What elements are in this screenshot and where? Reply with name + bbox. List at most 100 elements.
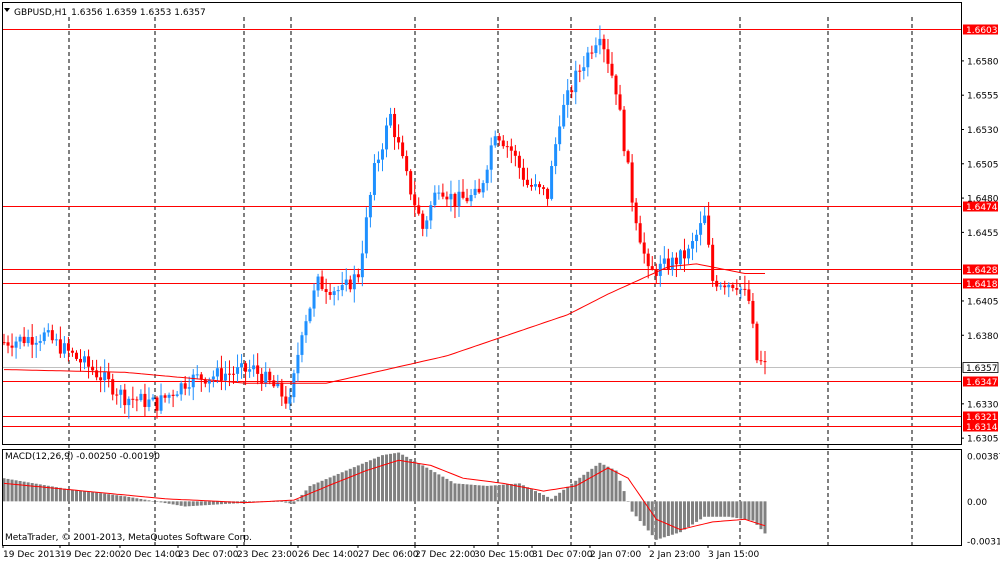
candle-21[interactable] xyxy=(87,349,91,379)
candle-104[interactable] xyxy=(421,210,425,237)
candle-99[interactable] xyxy=(401,135,405,159)
candle-158[interactable] xyxy=(638,215,642,245)
candle-102[interactable] xyxy=(413,180,417,217)
candle-41[interactable] xyxy=(167,392,171,404)
candle-164[interactable] xyxy=(662,246,666,268)
candle-108[interactable] xyxy=(437,185,441,200)
candle-98[interactable] xyxy=(397,124,401,150)
candle-114[interactable] xyxy=(461,179,465,200)
candle-153[interactable] xyxy=(618,84,622,112)
candle-16[interactable] xyxy=(66,336,70,362)
candle-9[interactable] xyxy=(38,334,42,352)
candle-125[interactable] xyxy=(505,140,509,158)
candle-48[interactable] xyxy=(195,365,199,380)
candle-103[interactable] xyxy=(417,197,421,216)
candle-6[interactable] xyxy=(26,329,30,347)
candle-79[interactable] xyxy=(320,270,324,291)
candle-141[interactable] xyxy=(570,85,574,99)
candle-74[interactable] xyxy=(300,331,304,363)
candle-172[interactable] xyxy=(695,229,699,253)
candle-53[interactable] xyxy=(215,360,219,384)
candle-179[interactable] xyxy=(723,280,727,295)
candle-143[interactable] xyxy=(578,64,582,83)
candle-1[interactable] xyxy=(6,335,10,354)
candle-140[interactable] xyxy=(566,79,570,118)
candle-88[interactable] xyxy=(356,268,360,283)
candle-166[interactable] xyxy=(670,252,674,276)
candle-150[interactable] xyxy=(606,38,610,73)
candle-46[interactable] xyxy=(187,376,191,396)
candle-36[interactable] xyxy=(147,387,151,412)
candle-145[interactable] xyxy=(586,46,590,77)
candle-22[interactable] xyxy=(91,359,95,375)
candle-13[interactable] xyxy=(54,333,58,346)
candle-19[interactable] xyxy=(79,349,83,372)
candle-146[interactable] xyxy=(590,45,594,60)
candle-139[interactable] xyxy=(562,94,566,129)
candle-111[interactable] xyxy=(449,180,453,212)
candle-110[interactable] xyxy=(445,191,449,207)
candle-20[interactable] xyxy=(83,350,87,370)
candle-128[interactable] xyxy=(517,151,521,179)
candle-181[interactable] xyxy=(731,282,735,292)
candle-15[interactable] xyxy=(62,336,66,358)
candle-34[interactable] xyxy=(139,389,143,402)
candle-31[interactable] xyxy=(127,396,131,419)
candle-3[interactable] xyxy=(14,336,18,359)
candle-132[interactable] xyxy=(533,174,537,191)
candle-40[interactable] xyxy=(163,393,167,403)
candle-113[interactable] xyxy=(457,179,461,217)
candle-151[interactable] xyxy=(610,52,614,79)
candle-14[interactable] xyxy=(58,326,62,358)
candle-39[interactable] xyxy=(159,383,163,414)
candle-63[interactable] xyxy=(256,353,260,385)
candle-8[interactable] xyxy=(34,336,38,358)
candle-122[interactable] xyxy=(493,130,497,148)
candle-117[interactable] xyxy=(473,180,477,199)
candle-134[interactable] xyxy=(542,184,546,196)
candle-154[interactable] xyxy=(622,106,626,157)
candle-127[interactable] xyxy=(513,144,517,167)
candle-187[interactable] xyxy=(755,321,759,364)
candle-92[interactable] xyxy=(372,154,376,201)
candle-174[interactable] xyxy=(703,206,707,226)
candle-148[interactable] xyxy=(598,25,602,55)
candle-59[interactable] xyxy=(240,354,244,379)
candle-173[interactable] xyxy=(699,211,703,246)
candle-85[interactable] xyxy=(344,268,348,292)
candle-165[interactable] xyxy=(666,248,670,275)
candle-60[interactable] xyxy=(244,360,248,386)
candle-171[interactable] xyxy=(691,232,695,261)
candle-12[interactable] xyxy=(50,324,54,344)
candle-184[interactable] xyxy=(743,275,747,296)
candle-182[interactable] xyxy=(735,279,739,296)
candle-118[interactable] xyxy=(477,178,481,194)
candle-27[interactable] xyxy=(111,373,115,401)
candle-152[interactable] xyxy=(614,74,618,105)
candle-75[interactable] xyxy=(304,314,308,343)
candle-142[interactable] xyxy=(574,60,578,105)
candle-167[interactable] xyxy=(674,252,678,278)
candle-61[interactable] xyxy=(248,359,252,378)
candle-119[interactable] xyxy=(481,180,485,198)
candle-130[interactable] xyxy=(525,167,529,188)
candle-49[interactable] xyxy=(199,372,203,392)
candle-149[interactable] xyxy=(602,34,606,63)
candle-91[interactable] xyxy=(368,191,372,228)
candle-72[interactable] xyxy=(292,369,296,403)
candle-24[interactable] xyxy=(99,366,103,393)
candle-83[interactable] xyxy=(336,285,340,301)
candle-58[interactable] xyxy=(236,354,240,382)
candle-131[interactable] xyxy=(529,178,533,191)
candle-144[interactable] xyxy=(582,56,586,80)
candle-175[interactable] xyxy=(707,201,711,248)
candle-84[interactable] xyxy=(340,271,344,297)
candle-81[interactable] xyxy=(328,284,332,300)
candle-185[interactable] xyxy=(747,280,751,305)
candle-109[interactable] xyxy=(441,183,445,200)
candle-135[interactable] xyxy=(546,187,550,206)
candle-4[interactable] xyxy=(18,334,22,350)
candle-180[interactable] xyxy=(727,282,731,298)
